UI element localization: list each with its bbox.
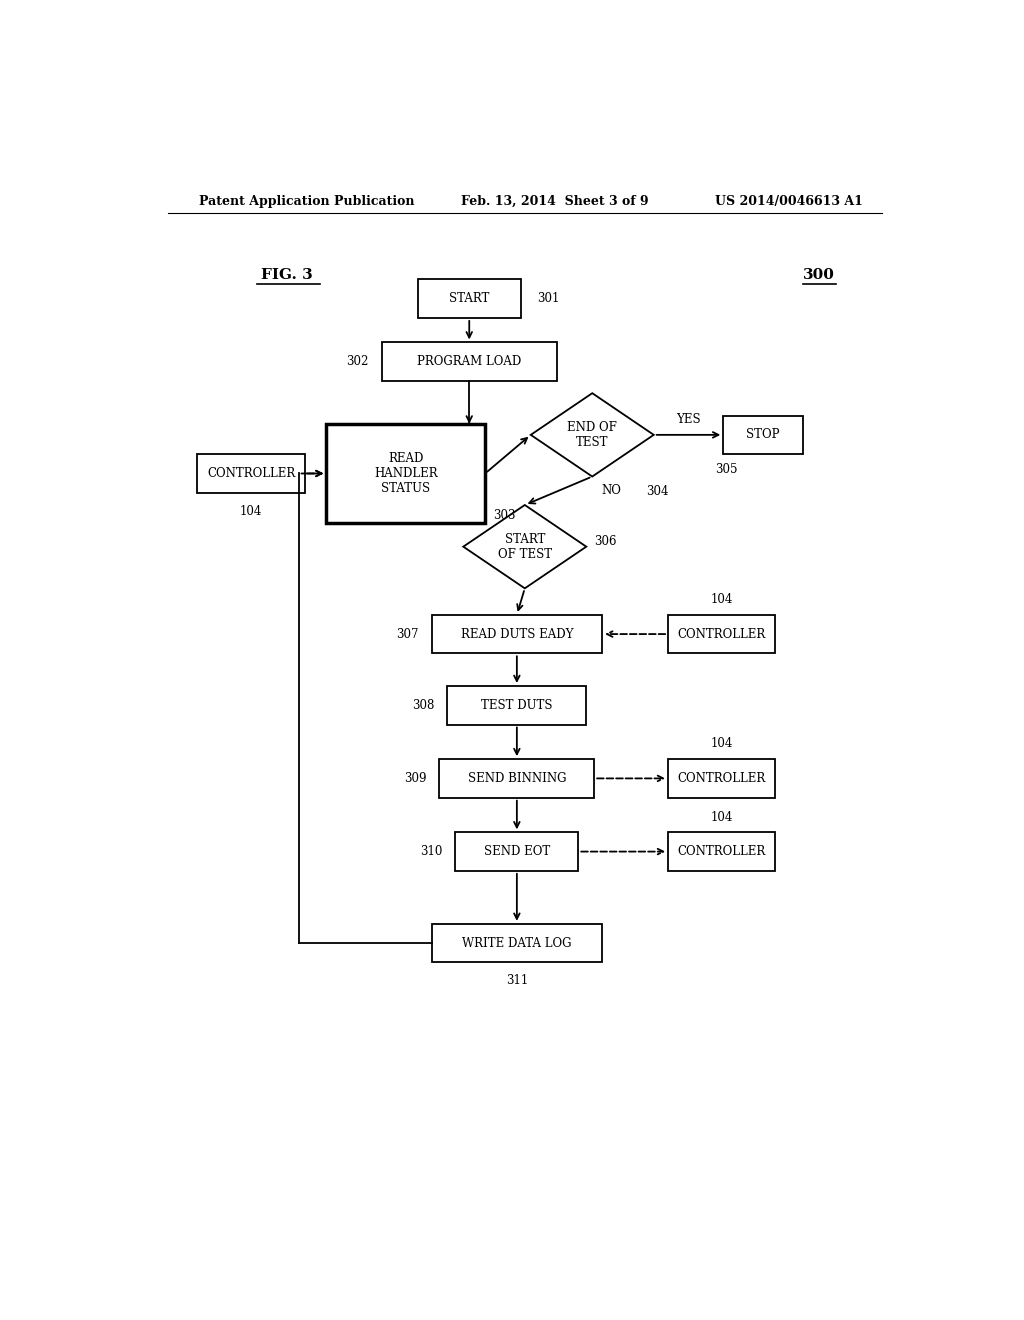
Text: 303: 303 xyxy=(494,508,515,521)
Polygon shape xyxy=(530,393,653,477)
Text: NO: NO xyxy=(602,484,622,498)
Bar xyxy=(447,686,587,725)
Bar xyxy=(198,454,304,492)
Text: CONTROLLER: CONTROLLER xyxy=(678,845,766,858)
Bar xyxy=(668,833,775,871)
Text: PROGRAM LOAD: PROGRAM LOAD xyxy=(417,355,521,368)
Text: Feb. 13, 2014  Sheet 3 of 9: Feb. 13, 2014 Sheet 3 of 9 xyxy=(461,194,649,207)
Text: 302: 302 xyxy=(346,355,369,368)
Text: START
OF TEST: START OF TEST xyxy=(498,533,552,561)
Bar xyxy=(723,416,803,454)
Text: 311: 311 xyxy=(506,974,528,987)
Bar xyxy=(382,342,557,381)
Bar xyxy=(431,615,602,653)
Text: 310: 310 xyxy=(420,845,442,858)
Text: 308: 308 xyxy=(412,698,434,711)
Text: 104: 104 xyxy=(711,593,733,606)
Text: 304: 304 xyxy=(646,486,669,498)
Text: CONTROLLER: CONTROLLER xyxy=(678,772,766,785)
Text: 306: 306 xyxy=(594,535,616,548)
Bar xyxy=(431,924,602,962)
Bar xyxy=(327,424,485,523)
Text: END OF
TEST: END OF TEST xyxy=(567,421,617,449)
Text: 300: 300 xyxy=(803,268,835,282)
Bar xyxy=(456,833,579,871)
Polygon shape xyxy=(463,506,587,589)
Text: TEST DUTS: TEST DUTS xyxy=(481,698,553,711)
Bar xyxy=(418,280,521,318)
Text: Patent Application Publication: Patent Application Publication xyxy=(200,194,415,207)
Text: US 2014/0046613 A1: US 2014/0046613 A1 xyxy=(715,194,863,207)
Text: 104: 104 xyxy=(711,810,733,824)
Text: 305: 305 xyxy=(715,463,737,477)
Text: 104: 104 xyxy=(711,738,733,750)
Text: WRITE DATA LOG: WRITE DATA LOG xyxy=(462,937,571,949)
Text: 307: 307 xyxy=(396,627,419,640)
Text: READ DUTS EADY: READ DUTS EADY xyxy=(461,627,573,640)
Bar xyxy=(439,759,594,797)
Text: CONTROLLER: CONTROLLER xyxy=(678,627,766,640)
Text: SEND EOT: SEND EOT xyxy=(483,845,550,858)
Text: YES: YES xyxy=(676,413,700,426)
Text: START: START xyxy=(450,292,489,305)
Text: CONTROLLER: CONTROLLER xyxy=(207,467,295,480)
Text: 301: 301 xyxy=(537,292,559,305)
Text: 104: 104 xyxy=(240,504,262,517)
Text: STOP: STOP xyxy=(746,429,779,441)
Text: FIG. 3: FIG. 3 xyxy=(261,268,312,282)
Bar xyxy=(668,759,775,797)
Text: SEND BINNING: SEND BINNING xyxy=(468,772,566,785)
Bar xyxy=(668,615,775,653)
Text: 309: 309 xyxy=(403,772,426,785)
Text: READ
HANDLER
STATUS: READ HANDLER STATUS xyxy=(374,451,437,495)
